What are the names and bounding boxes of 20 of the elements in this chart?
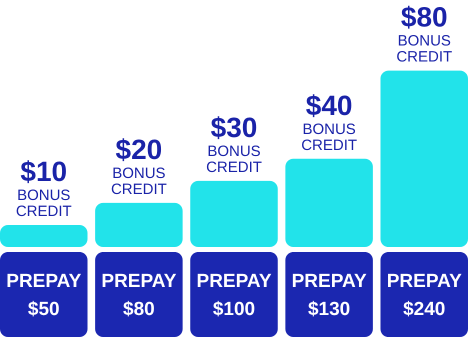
x-tick-label: PREPAY $80 — [101, 271, 177, 320]
bar — [380, 70, 468, 247]
annotation: BONUS CREDIT — [301, 120, 358, 154]
annotation: BONUS CREDIT — [110, 164, 167, 198]
x-tick-label: PREPAY $240 — [386, 271, 462, 320]
bar — [190, 180, 278, 247]
x-tick-label: PREPAY $130 — [292, 271, 367, 320]
data-label: $20 — [116, 134, 162, 165]
data-label: $80 — [400, 2, 448, 33]
bar — [95, 202, 183, 247]
data-label: $30 — [210, 112, 258, 143]
annotation: BONUS CREDIT — [396, 32, 452, 66]
bar — [0, 224, 88, 247]
data-label: $10 — [20, 156, 68, 187]
x-tick-label: PREPAY $100 — [196, 271, 272, 320]
x-tick-label: PREPAY $50 — [6, 271, 82, 320]
bar — [285, 158, 373, 247]
data-label: $40 — [306, 90, 352, 121]
annotation: BONUS CREDIT — [206, 142, 262, 176]
annotation: BONUS CREDIT — [16, 186, 72, 220]
